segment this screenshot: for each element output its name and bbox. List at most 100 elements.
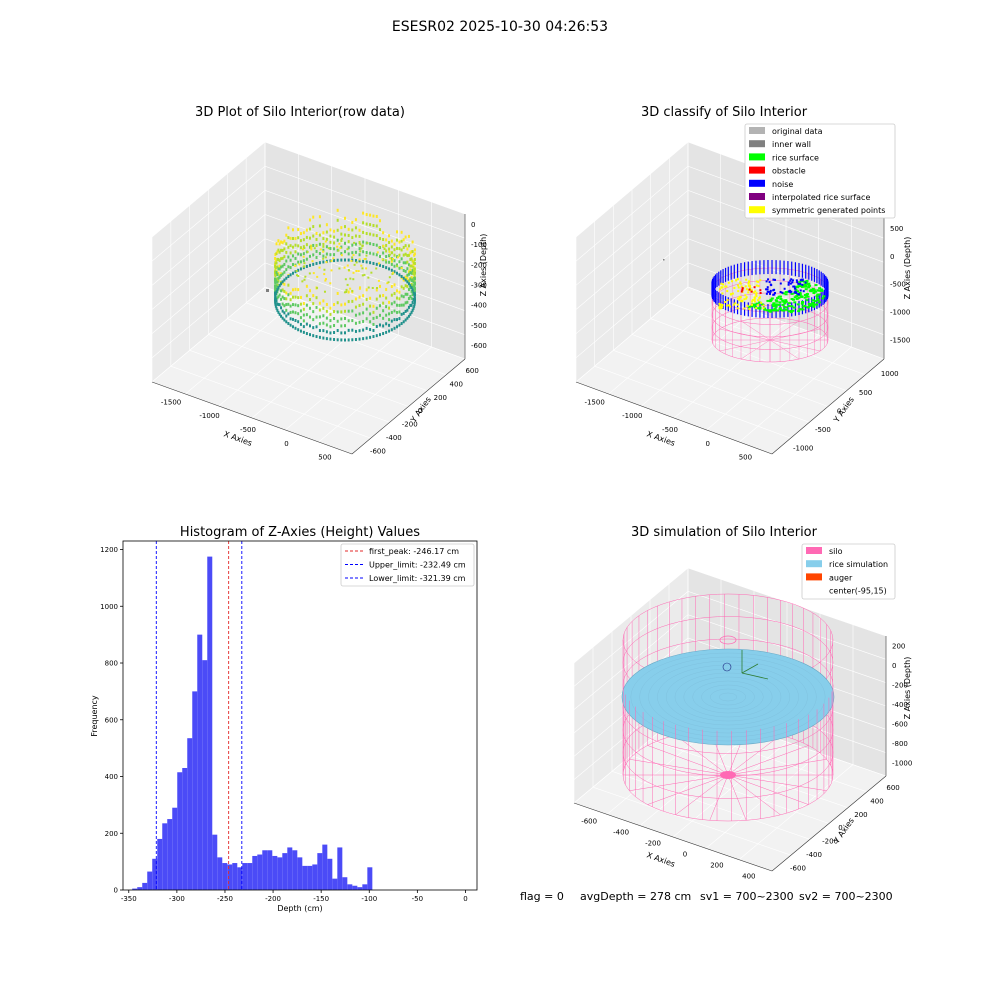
raw-point [285, 276, 288, 280]
raw-point [312, 294, 315, 298]
silo-spoke [769, 339, 821, 352]
raw-point [413, 294, 416, 298]
rice-surface-point [773, 307, 777, 310]
z-tick-label: 500 [890, 225, 903, 233]
symmetric-point [732, 303, 735, 306]
raw-point [329, 282, 332, 285]
raw-point [278, 284, 281, 288]
raw-point [358, 337, 361, 341]
raw-point [412, 298, 415, 302]
rice-surface-point [807, 286, 811, 289]
raw-point [325, 223, 328, 227]
symmetric-point [737, 290, 740, 293]
raw-point [362, 259, 365, 263]
raw-point [409, 286, 412, 290]
raw-point [333, 247, 336, 251]
rice-mesh [666, 668, 790, 726]
raw-point [340, 258, 343, 262]
raw-point [312, 215, 315, 219]
legend-label: auger [829, 573, 853, 582]
raw-point [294, 311, 297, 315]
symmetric-point [757, 304, 760, 307]
raw-point [354, 338, 357, 342]
raw-point [323, 290, 326, 293]
raw-point [312, 253, 315, 257]
rice-surface-point [790, 305, 794, 308]
noise-point [794, 291, 797, 294]
raw-point [347, 319, 350, 323]
raw-point [315, 249, 318, 253]
raw-point [358, 253, 361, 257]
raw-point [325, 245, 328, 249]
raw-point [404, 261, 407, 265]
rice-surface-point [784, 299, 788, 302]
z-axis-label-raw: Z Axies (Depth) [479, 234, 488, 297]
raw-point [283, 282, 286, 286]
rice-surface-point [793, 296, 797, 299]
symmetric-point [734, 302, 737, 305]
raw-point [404, 301, 407, 305]
raw-point [410, 250, 413, 254]
raw-point [309, 289, 311, 293]
raw-point [280, 314, 283, 318]
raw-point [278, 259, 281, 263]
raw-point [362, 230, 365, 234]
noise-point [766, 288, 769, 291]
rice-surface-point [770, 309, 774, 312]
rice-surface-point [784, 293, 788, 296]
raw-point [315, 305, 318, 309]
z-tick-label: -600 [892, 721, 908, 729]
rice-surface-point [801, 301, 805, 304]
raw-point [344, 216, 346, 220]
x-tick-label: 400 [742, 872, 755, 880]
histogram-bar [332, 878, 338, 890]
symmetric-point [753, 300, 756, 303]
rice-surface-point [805, 293, 809, 296]
symmetric-point [757, 284, 760, 287]
raw-point [351, 289, 354, 292]
raw-point [289, 298, 292, 302]
raw-point [283, 270, 286, 274]
raw-point [375, 306, 378, 310]
raw-point [287, 302, 290, 306]
silo-spoke [629, 774, 729, 791]
noise-point [793, 287, 796, 290]
raw-point [275, 299, 278, 303]
raw-point [285, 242, 288, 246]
raw-point [329, 331, 332, 335]
symmetric-point [720, 307, 723, 310]
raw-point [367, 276, 370, 279]
symmetric-point [726, 299, 729, 302]
raw-point [336, 291, 339, 295]
raw-point [344, 331, 346, 335]
raw-point [280, 297, 283, 301]
raw-point [406, 300, 409, 304]
raw-point [407, 314, 410, 318]
raw-point [349, 277, 352, 280]
raw-point [347, 233, 350, 237]
raw-point [302, 302, 305, 306]
raw-point [372, 233, 375, 237]
symmetric-point [755, 284, 758, 287]
raw-point [274, 294, 277, 298]
raw-point [393, 242, 396, 246]
rice-surface-point [817, 301, 821, 304]
raw-point [283, 289, 286, 293]
raw-point [329, 259, 332, 263]
legend-label: silo [829, 547, 843, 556]
rice-surface-point [810, 288, 814, 291]
symmetric-point [751, 300, 754, 303]
rice-surface-point [806, 306, 810, 309]
raw-point [277, 279, 280, 283]
raw-point [333, 253, 336, 257]
noise-point [789, 279, 792, 282]
symmetric-point [747, 282, 750, 285]
noise-point [791, 281, 794, 284]
raw-point [340, 232, 343, 236]
rice-surface-point [777, 303, 781, 306]
rice-surface-point [796, 303, 800, 306]
rice-surface-point [787, 302, 791, 305]
symmetric-point [739, 296, 742, 299]
raw-point [275, 271, 278, 275]
raw-point [390, 328, 393, 332]
